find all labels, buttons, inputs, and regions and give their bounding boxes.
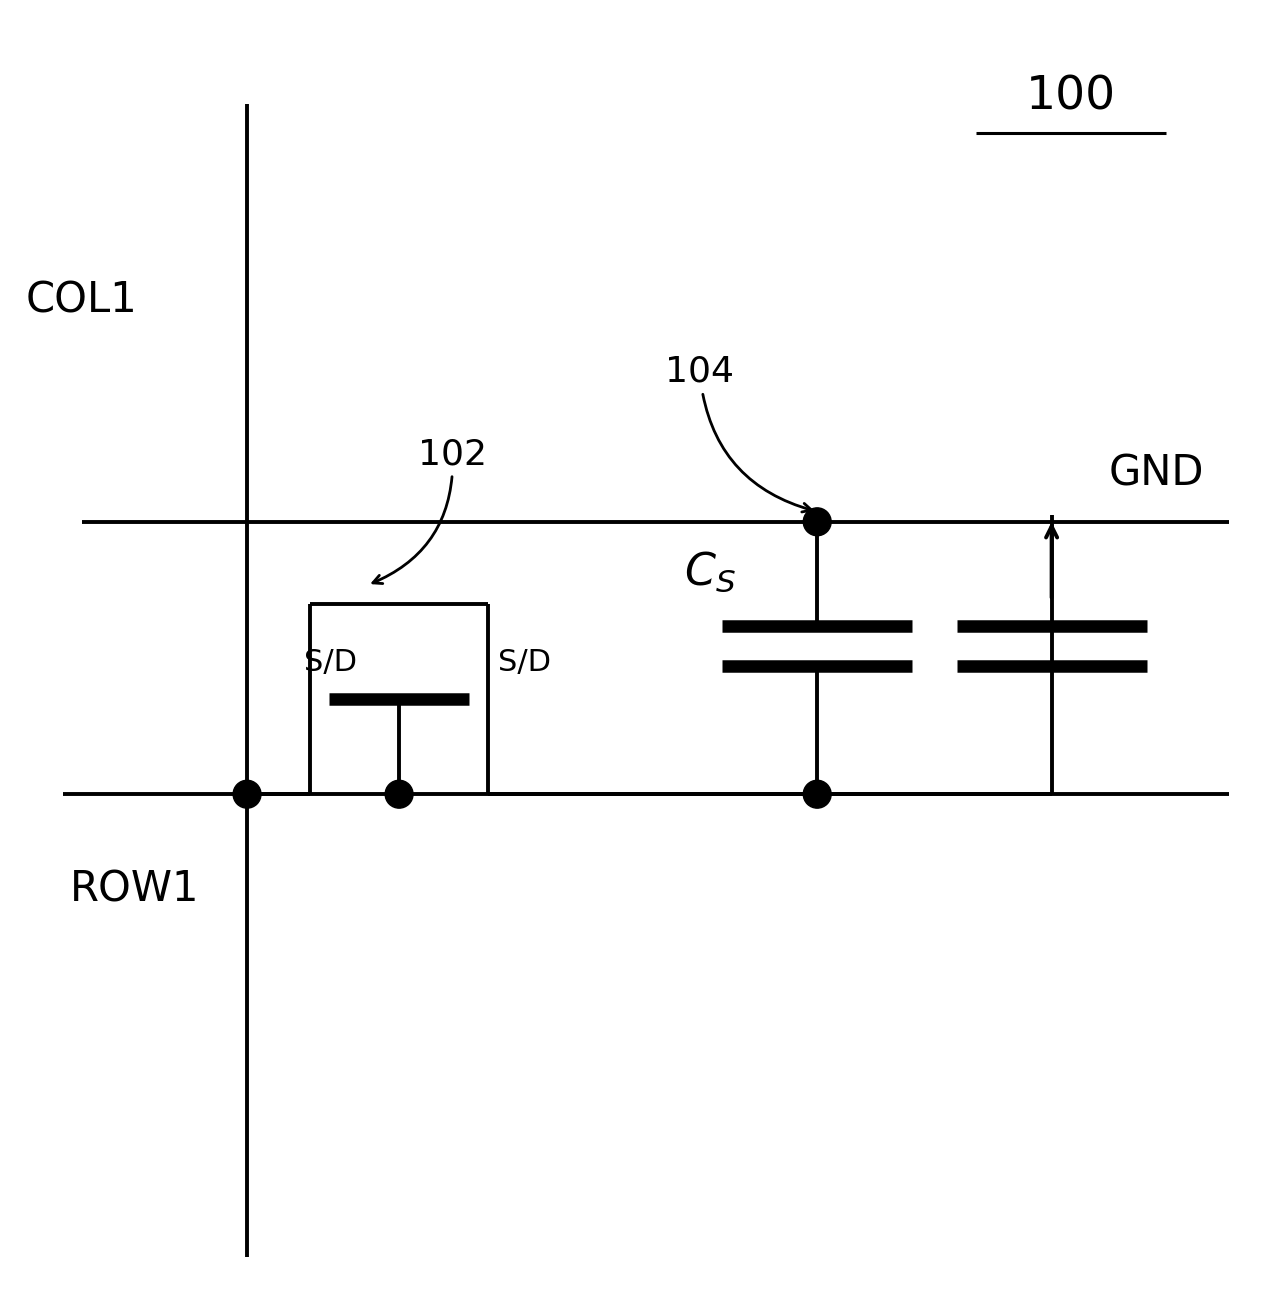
- Text: 100: 100: [1025, 75, 1116, 119]
- Text: 102: 102: [372, 437, 487, 584]
- Text: 104: 104: [665, 355, 812, 512]
- Circle shape: [385, 781, 413, 808]
- Circle shape: [803, 781, 831, 808]
- Circle shape: [803, 508, 831, 536]
- Text: ROW1: ROW1: [70, 868, 199, 910]
- Text: COL1: COL1: [25, 279, 137, 322]
- Text: $C_S$: $C_S$: [684, 550, 736, 594]
- Text: GND: GND: [1109, 453, 1204, 494]
- Circle shape: [233, 781, 261, 808]
- Text: S/D: S/D: [498, 648, 551, 677]
- Text: S/D: S/D: [304, 648, 357, 677]
